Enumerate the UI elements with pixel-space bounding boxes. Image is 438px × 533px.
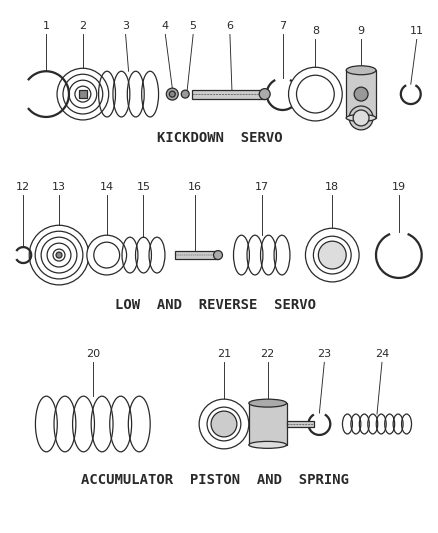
Text: 12: 12 bbox=[16, 182, 30, 192]
Circle shape bbox=[349, 106, 373, 130]
Text: 20: 20 bbox=[86, 350, 100, 359]
Text: 21: 21 bbox=[217, 350, 231, 359]
Circle shape bbox=[199, 399, 249, 449]
Circle shape bbox=[305, 228, 359, 282]
Text: 16: 16 bbox=[188, 182, 202, 192]
Text: 24: 24 bbox=[375, 350, 389, 359]
Text: LOW  AND  REVERSE  SERVO: LOW AND REVERSE SERVO bbox=[114, 298, 315, 312]
Bar bbox=[175, 251, 218, 259]
Text: 22: 22 bbox=[261, 350, 275, 359]
Text: 8: 8 bbox=[312, 27, 319, 36]
Bar bbox=[346, 70, 376, 118]
Circle shape bbox=[207, 407, 241, 441]
Text: 19: 19 bbox=[392, 182, 406, 192]
Text: ACCUMULATOR  PISTON  AND  SPRING: ACCUMULATOR PISTON AND SPRING bbox=[81, 473, 349, 487]
Text: 4: 4 bbox=[162, 21, 169, 31]
Circle shape bbox=[259, 88, 270, 100]
Text: 9: 9 bbox=[357, 27, 365, 36]
Text: 14: 14 bbox=[100, 182, 114, 192]
Circle shape bbox=[297, 75, 334, 113]
Text: 7: 7 bbox=[279, 21, 286, 31]
Ellipse shape bbox=[249, 399, 286, 407]
Text: 5: 5 bbox=[190, 21, 197, 31]
Circle shape bbox=[94, 242, 120, 268]
Text: 3: 3 bbox=[122, 21, 129, 31]
Text: 17: 17 bbox=[254, 182, 269, 192]
Circle shape bbox=[314, 236, 351, 274]
Text: 23: 23 bbox=[317, 350, 332, 359]
Bar bbox=[192, 90, 265, 99]
Circle shape bbox=[170, 91, 175, 97]
Bar bbox=[79, 90, 87, 98]
Circle shape bbox=[181, 90, 189, 98]
Circle shape bbox=[214, 251, 223, 260]
Circle shape bbox=[56, 252, 62, 258]
Circle shape bbox=[87, 235, 127, 275]
Bar bbox=[249, 403, 286, 445]
Circle shape bbox=[211, 411, 237, 437]
Circle shape bbox=[166, 88, 178, 100]
Text: 1: 1 bbox=[42, 21, 49, 31]
Bar bbox=[286, 421, 314, 427]
Circle shape bbox=[354, 87, 368, 101]
Ellipse shape bbox=[346, 115, 376, 122]
Circle shape bbox=[289, 67, 342, 121]
Text: KICKDOWN  SERVO: KICKDOWN SERVO bbox=[157, 131, 283, 145]
Text: 15: 15 bbox=[137, 182, 151, 192]
Text: 11: 11 bbox=[410, 27, 424, 36]
Ellipse shape bbox=[346, 66, 376, 75]
Ellipse shape bbox=[249, 441, 286, 448]
Text: 13: 13 bbox=[52, 182, 66, 192]
Circle shape bbox=[318, 241, 346, 269]
Text: 6: 6 bbox=[226, 21, 233, 31]
Circle shape bbox=[353, 110, 369, 126]
Text: 18: 18 bbox=[325, 182, 339, 192]
Text: 2: 2 bbox=[79, 21, 86, 31]
